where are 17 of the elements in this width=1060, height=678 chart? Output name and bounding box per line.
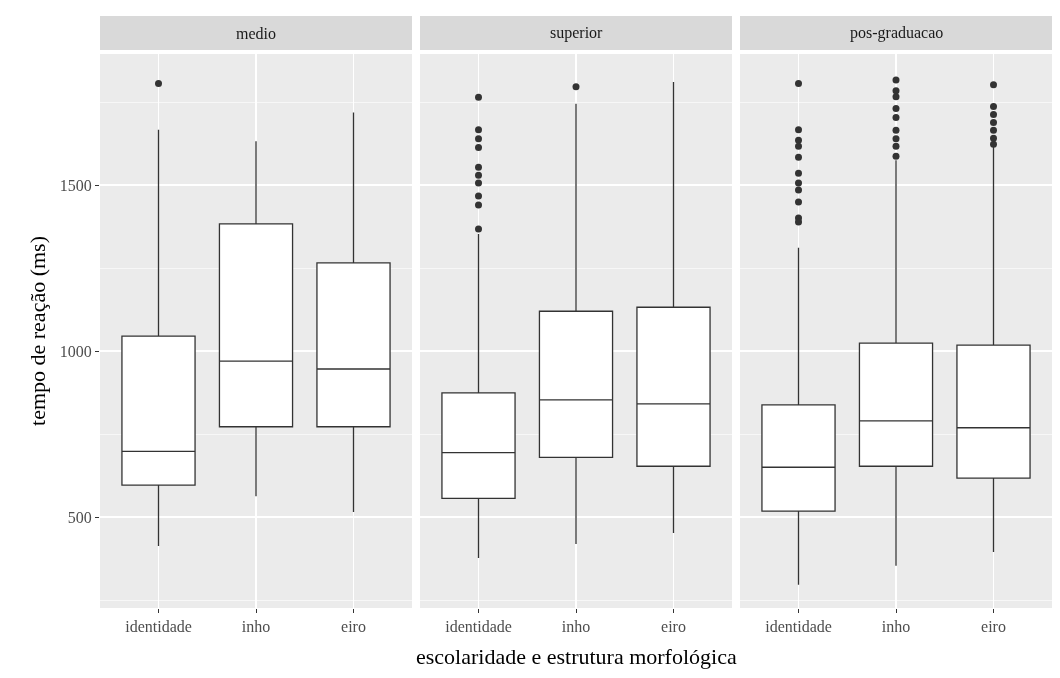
x-tick-label: eiro [341,618,366,636]
x-tick-label: inho [881,618,911,636]
chart-title: superior [550,24,604,42]
y-tick-label: 1000 [59,342,92,360]
x-tick-label: identidade [765,618,832,636]
x-axis-title: escolaridade e estrutura morfológica [416,644,737,669]
y-axis-title: tempo de reação (ms) [24,236,50,426]
x-tick-label: inho [561,618,591,636]
x-tick-label: eiro [981,618,1006,636]
chart-title: medio [236,25,276,42]
chart-title: pos-graduacao [850,24,944,42]
x-tick-label: identidade [445,618,512,636]
y-tick-label: 500 [67,508,92,526]
x-tick-label: eiro [661,618,686,636]
x-tick-label: identidade [125,618,192,636]
y-tick-label: 1500 [59,176,92,194]
x-tick-label: inho [241,618,271,636]
